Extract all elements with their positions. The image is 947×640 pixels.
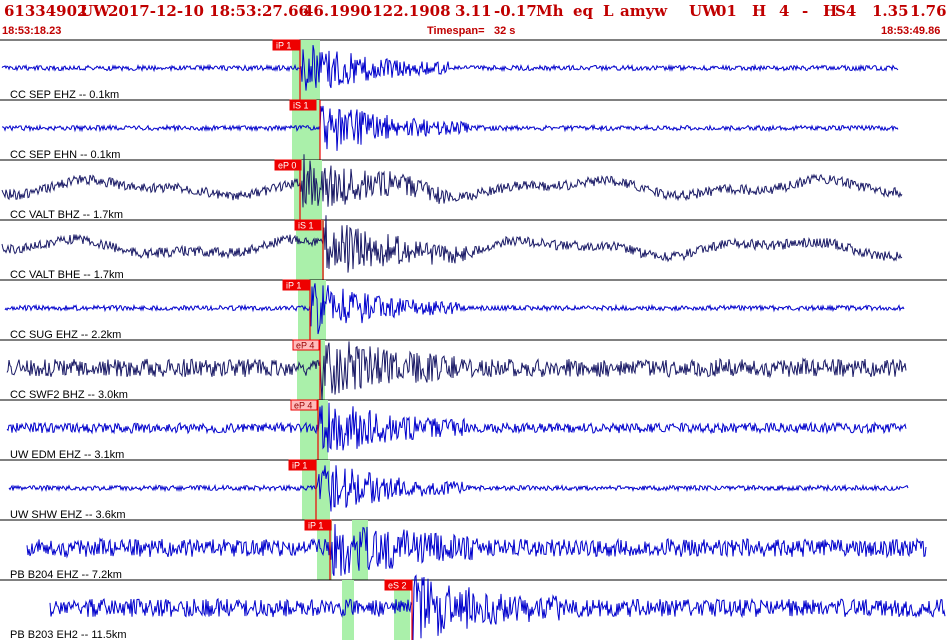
trace-panel: iP 1 PB B204 EHZ -- 7.2km (0, 519, 947, 581)
station-label: UW SHW EHZ -- 3.6km (10, 509, 126, 521)
pick-marker-box[interactable] (294, 219, 322, 231)
event-id: 61334902 (4, 2, 88, 20)
event-datetime: 2017-12-10 18:53:27.66 (108, 2, 309, 20)
event-quality: H (752, 2, 767, 20)
pick-marker-box[interactable] (289, 99, 317, 111)
event-version: 01 (716, 2, 737, 20)
station-label: UW EDM EHZ -- 3.1km (10, 449, 124, 461)
station-label: CC SEP EHZ -- 0.1km (10, 89, 119, 101)
waveform-line (26, 524, 927, 576)
pick-label: eP 0 (278, 161, 296, 171)
event-depth: -0.17 (494, 2, 537, 20)
event-erh: 1.76 (910, 2, 947, 20)
pick-label: iP 1 (286, 281, 301, 291)
station-label: CC SWF2 BHZ -- 3.0km (10, 389, 128, 401)
event-count: 4 (779, 2, 790, 20)
trace-panel: eS 2 PB B203 EH2 -- 11.5km (0, 574, 947, 640)
p-window-band (317, 520, 332, 580)
trace-panel: eP 4 CC SWF2 BHZ -- 3.0km (0, 339, 947, 401)
event-mag-type: Mh (536, 2, 564, 20)
pick-label: eP 4 (296, 341, 314, 351)
station-label: PB B203 EH2 -- 11.5km (10, 629, 127, 640)
pick-label: iS 1 (298, 221, 314, 231)
event-type: eq (573, 2, 594, 20)
event-location-flag: L (603, 2, 614, 20)
event-summary-header: 61334902 UW 2017-12-10 18:53:27.66 46.19… (0, 0, 947, 22)
pick-label: iP 1 (308, 521, 323, 531)
event-network: UW (80, 2, 110, 20)
station-label: PB B204 EHZ -- 7.2km (10, 569, 122, 581)
pick-marker-box[interactable] (272, 39, 300, 51)
event-latitude: 46.1990 (303, 2, 371, 20)
end-time: 18:53:49.86 (881, 25, 941, 37)
event-longitude: -122.1908 (366, 2, 451, 20)
waveform-line (1, 45, 899, 91)
trace-panel: iS 1 CC SEP EHN -- 0.1km (0, 99, 947, 161)
pick-marker-box[interactable] (288, 459, 316, 471)
station-label: CC SEP EHN -- 0.1km (10, 149, 120, 161)
timespan-label: Timespan= (427, 25, 485, 37)
pick-label: iP 1 (276, 41, 291, 51)
waveform-line (1, 154, 903, 208)
pick-marker-box[interactable] (292, 339, 320, 351)
s-window-band (394, 580, 410, 640)
trace-panel: eP 4 UW EDM EHZ -- 3.1km (0, 399, 947, 461)
trace-panel: iP 1 CC SEP EHZ -- 0.1km (0, 39, 947, 101)
timespan-value: 32 s (494, 25, 516, 37)
event-s-count: S4 (835, 2, 857, 20)
waveform-line (6, 402, 907, 453)
trace-panel: iS 1 CC VALT BHE -- 1.7km (0, 215, 947, 281)
pick-label: iS 1 (293, 101, 309, 111)
event-quality2: H (823, 2, 838, 20)
event-rms: 1.35 (872, 2, 909, 20)
event-net-code: UW (689, 2, 719, 20)
event-dash: - (802, 2, 809, 20)
station-label: CC SUG EHZ -- 2.2km (10, 329, 121, 341)
station-label: CC VALT BHE -- 1.7km (10, 269, 124, 281)
pick-label: eS 2 (388, 581, 407, 591)
p-window-band (342, 580, 354, 640)
pick-marker-box[interactable] (384, 579, 412, 591)
station-label: CC VALT BHZ -- 1.7km (10, 209, 123, 221)
waveform-line (8, 465, 909, 512)
trace-panel: eP 0 CC VALT BHZ -- 1.7km (0, 154, 947, 221)
waveform-line (6, 341, 907, 401)
waveform-line (1, 105, 899, 151)
waveform-line (49, 574, 946, 640)
waveform-line (1, 215, 903, 273)
pick-marker-box[interactable] (274, 159, 302, 171)
trace-panel: iP 1 CC SUG EHZ -- 2.2km (0, 279, 947, 341)
start-time: 18:53:18.23 (2, 25, 62, 37)
pick-marker-box[interactable] (304, 519, 332, 531)
pick-label: iP 1 (292, 461, 307, 471)
time-range-bar: 18:53:18.23 Timespan= 32 s 18:53:49.86 (0, 24, 947, 38)
trace-panel: iP 1 UW SHW EHZ -- 3.6km (0, 459, 947, 521)
waveform-line (4, 283, 905, 335)
pick-label: eP 4 (294, 401, 312, 411)
event-author: amyw (620, 2, 668, 20)
event-magnitude: 3.11 (455, 2, 492, 20)
pick-marker-box[interactable] (290, 399, 318, 411)
pick-marker-box[interactable] (282, 279, 310, 291)
